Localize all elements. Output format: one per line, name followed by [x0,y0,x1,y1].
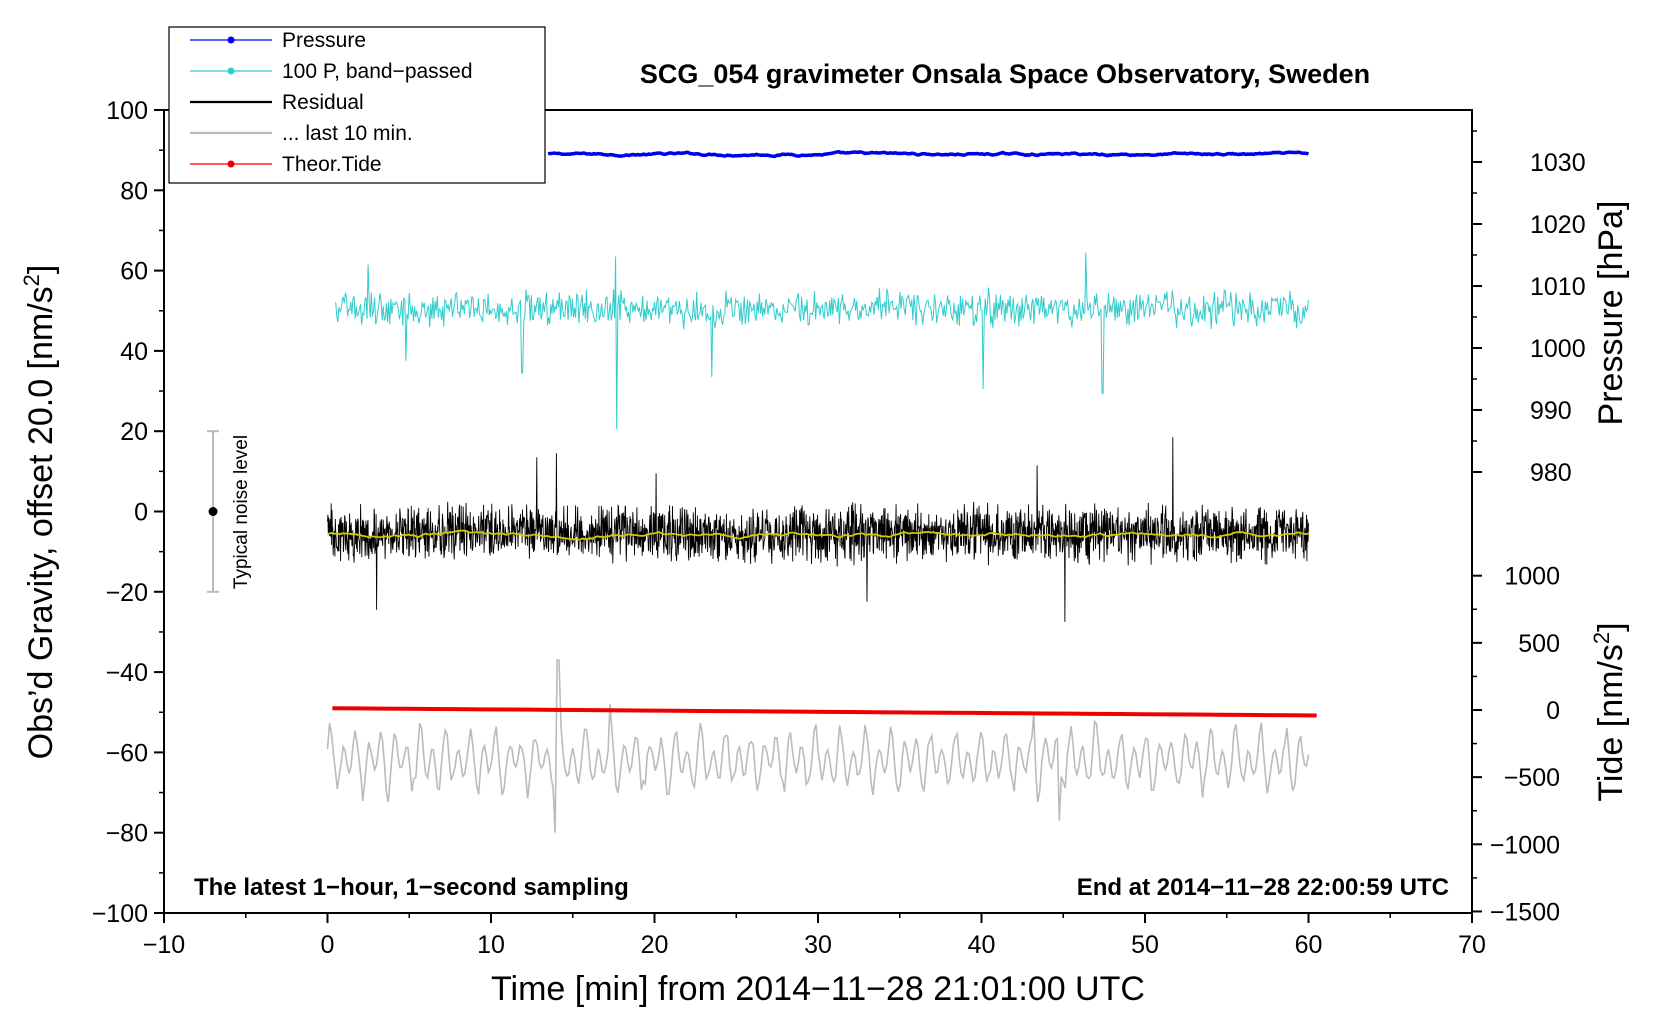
labels-layer: −10 0 10 20 30 40 50 60 70−100−80−60−40−20020406… [92,97,1586,959]
x-tick-label-50: 50 [1131,931,1159,959]
pressure-tick-label-1000: 1000 [1530,335,1586,363]
tide-tick-label--500: −500 [1504,764,1560,792]
y-tick-label-100: 100 [106,97,148,125]
tide-tick-label--1500: −1500 [1490,898,1560,926]
noise-level-indicator [207,430,220,593]
noise-level-label: Typical noise level [231,435,252,589]
legend-marker-pressure [227,36,235,44]
legend-box [168,26,546,184]
x-tick-label--10: −10 [143,931,185,959]
tide-tick-label-1000: 1000 [1504,563,1560,591]
chart-title: SCG_054 gravimeter Onsala Space Observat… [640,59,1370,89]
legend: Pressure 100 P, band−passed Residual ... la… [168,26,546,184]
pressure-line [547,149,1310,159]
x-tick-label-60: 60 [1295,931,1323,959]
annotation-sampling: The latest 1−hour, 1−second sampling [194,874,629,901]
pressure-tick-label-980: 980 [1530,459,1572,487]
tide-axis-title-base: Tide [nm/s [1592,644,1630,801]
y-tick-label--40: −40 [106,659,148,687]
x-tick-label-20: 20 [641,931,669,959]
theoretical-tide-line [332,706,1317,718]
legend-label-100-p-band-passed: 100 P, band−passed [282,60,473,83]
y-axis-title-sup: 2 [19,274,44,286]
pressure-tick-label-1020: 1020 [1530,211,1586,239]
y-tick-label-40: 40 [120,338,148,366]
legend-label-pressure: Pressure [282,29,366,52]
legend-label-residual: Residual [282,91,364,114]
y-tick-label-80: 80 [120,177,148,205]
residual-smoothed-line [327,529,1309,541]
y-tick-label--80: −80 [106,820,148,848]
tide-axis-title-sup: 2 [1589,632,1614,644]
y-tick-label--20: −20 [106,579,148,607]
x-tick-label-0: 0 [321,931,335,959]
axis-ticks [154,109,1482,923]
tide-tick-label--1000: −1000 [1490,831,1560,859]
x-tick-label-70: 70 [1458,931,1486,959]
legend-marker-theor-tide [227,160,235,168]
y-axis-title-base: Obs’d Gravity, offset 20.0 [nm/s [22,286,60,759]
tide-tick-label-500: 500 [1518,630,1560,658]
y-tick-label--100: −100 [92,900,148,928]
legend-marker-100-p-band-passed [227,67,235,75]
last-10-min-line [326,659,1310,833]
noise-bar-center-dot [208,507,218,516]
pressure-tick-label-1030: 1030 [1530,149,1586,177]
x-axis-title: Time [min] from 2014−11−28 21:01:00 UTC [491,970,1145,1008]
y-tick-label-20: 20 [120,418,148,446]
tide-axis-title-end: ] [1592,622,1630,631]
y-axis-title: Obs’d Gravity, offset 20.0 [nm/s2] [19,265,60,760]
residual-line [327,437,1309,622]
pressure-tick-label-990: 990 [1530,397,1572,425]
y-tick-label-0: 0 [134,499,148,527]
pressure-bandpassed-line [335,252,1309,430]
x-tick-label-40: 40 [968,931,996,959]
legend-label-last-10-min: ... last 10 min. [282,122,413,145]
pressure-axis-title: Pressure [hPa] [1592,201,1630,426]
annotation-end-time: End at 2014−11−28 22:00:59 UTC [1077,874,1449,901]
x-tick-label-10: 10 [477,931,505,959]
tide-tick-label-0: 0 [1546,697,1560,725]
y-tick-label--60: −60 [106,739,148,767]
y-tick-label-60: 60 [120,258,148,286]
legend-label-theor-tide: Theor.Tide [282,153,382,176]
x-tick-label-30: 30 [804,931,832,959]
y-axis-title-end: ] [22,265,60,274]
series-layer [326,149,1317,833]
tide-axis-title: Tide [nm/s2] [1589,622,1630,801]
pressure-tick-label-1010: 1010 [1530,273,1586,301]
